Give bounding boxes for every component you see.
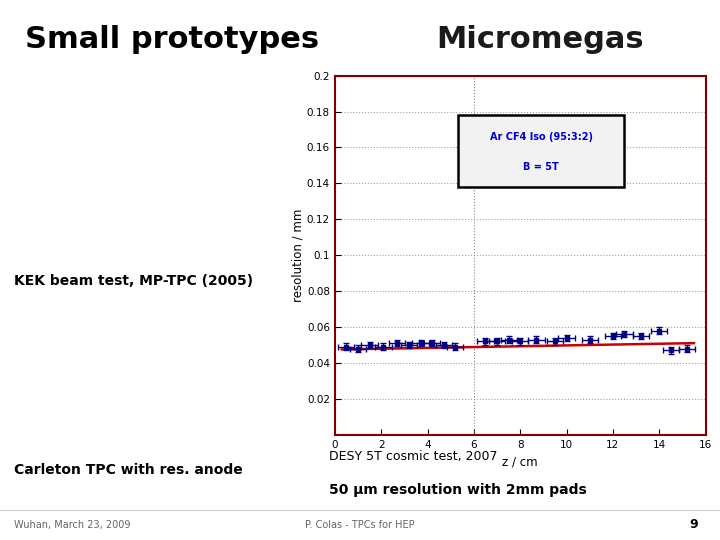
Text: P. Colas - TPCs for HEP: P. Colas - TPCs for HEP: [305, 520, 415, 530]
Text: DESY 5T cosmic test, 2007: DESY 5T cosmic test, 2007: [329, 450, 498, 463]
Bar: [458, 115, 624, 187]
Text: Carleton TPC with res. anode: Carleton TPC with res. anode: [14, 463, 243, 477]
Text: Wuhan, March 23, 2009: Wuhan, March 23, 2009: [14, 520, 131, 530]
Text: KEK beam test, MP-TPC (2005): KEK beam test, MP-TPC (2005): [14, 274, 253, 288]
Text: 9: 9: [690, 518, 698, 531]
Text: 50 μm resolution with 2mm pads: 50 μm resolution with 2mm pads: [329, 483, 587, 497]
Text: Micromegas: Micromegas: [436, 25, 644, 54]
Text: Small prototypes: Small prototypes: [25, 25, 320, 54]
X-axis label: z / cm: z / cm: [503, 455, 538, 468]
Text: Ar CF4 Iso (95:3:2): Ar CF4 Iso (95:3:2): [490, 132, 593, 141]
Y-axis label: resolution / mm: resolution / mm: [291, 208, 304, 302]
Text: B = 5T: B = 5T: [523, 162, 559, 172]
